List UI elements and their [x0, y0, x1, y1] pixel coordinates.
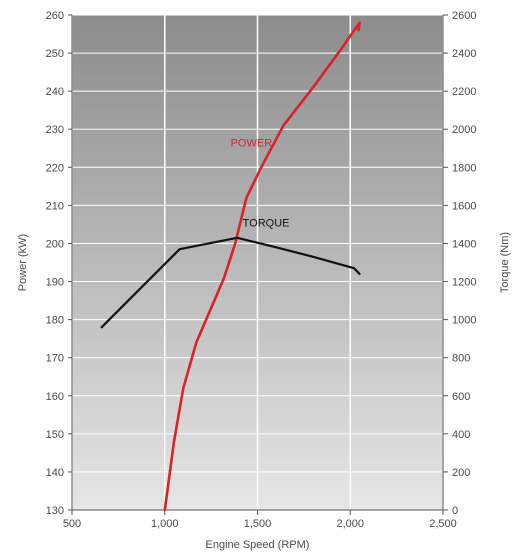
- y-tick-label: 140: [46, 467, 64, 479]
- y-tick-label: 220: [46, 162, 64, 174]
- axes: 500 1,000 1,500 2,000 2,500 130 140 150 160 170 18…: [46, 10, 477, 530]
- y2-tick-label: 600: [452, 391, 470, 403]
- y2-tick-label: 1000: [452, 315, 476, 327]
- series: [100, 21, 361, 512]
- y2-tick-label: 1200: [452, 277, 476, 289]
- x-axis-label: Engine Speed (RPM): [206, 539, 310, 551]
- y-tick-label: 230: [46, 124, 64, 136]
- y2-tick-label: 400: [452, 429, 470, 441]
- y2-tick-label: 200: [452, 467, 470, 479]
- x-tick-label: 500: [63, 518, 81, 530]
- y-tick-label: 130: [46, 505, 64, 517]
- y-tick-label: 250: [46, 48, 64, 60]
- series-line-torque: [100, 236, 361, 329]
- y-tick-label: 150: [46, 429, 64, 441]
- y-tick-label: 160: [46, 391, 64, 403]
- y2-tick-label: 800: [452, 353, 470, 365]
- y2-tick-label: 2600: [452, 10, 476, 22]
- y2-axis-label: Torque (Nm): [499, 232, 511, 293]
- x-tick-label: 1,500: [244, 518, 272, 530]
- x-tick-label: 1,000: [151, 518, 179, 530]
- y2-tick-label: 2400: [452, 48, 476, 60]
- y-tick-label: 240: [46, 86, 64, 98]
- x-tick-label: 2,500: [429, 518, 457, 530]
- y2-tick-label: 2200: [452, 86, 476, 98]
- annotations: POWER TORQUE: [231, 137, 290, 229]
- y-tick-label: 210: [46, 200, 64, 212]
- y-tick-label: 190: [46, 277, 64, 289]
- y-axis-label: Power (kW): [17, 234, 29, 291]
- y2-tick-label: 2000: [452, 124, 476, 136]
- y2-tick-label: 1400: [452, 238, 476, 250]
- y-tick-label: 180: [46, 315, 64, 327]
- y-tick-label: 170: [46, 353, 64, 365]
- y2-tick-label: 1800: [452, 162, 476, 174]
- y-tick-label: 260: [46, 10, 64, 22]
- y2-tick-label: 0: [452, 505, 458, 517]
- series-label-power: POWER: [231, 137, 273, 149]
- series-label-torque: TORQUE: [243, 217, 290, 229]
- y-tick-label: 200: [46, 238, 64, 250]
- y2-tick-label: 1600: [452, 200, 476, 212]
- x-tick-label: 2,000: [336, 518, 364, 530]
- series-line-power: [163, 21, 361, 512]
